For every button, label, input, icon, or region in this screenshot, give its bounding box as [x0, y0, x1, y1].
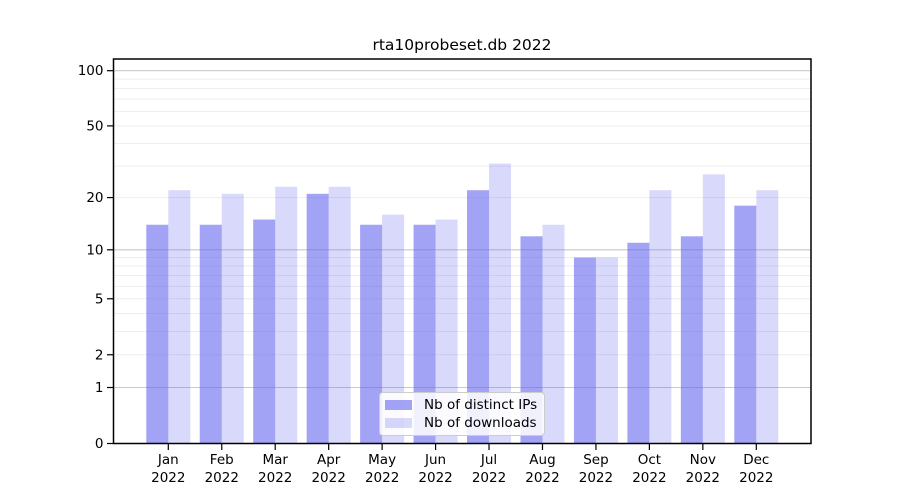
x-tick-label-month-sep: Sep: [583, 452, 608, 468]
x-tick-label-year-aug: 2022: [525, 470, 559, 486]
bar-downloads-aug: [542, 224, 565, 444]
plot-border: [112, 58, 812, 445]
bar-downloads-jun: [435, 219, 458, 444]
x-tick-label-month-apr: Apr: [317, 452, 341, 468]
bar-distinct-ips-sep: [573, 257, 596, 444]
y-tick-label-20: 20: [86, 190, 103, 206]
y-tick-label-100: 100: [78, 63, 104, 79]
chart-title: rta10probeset.db 2022: [372, 36, 552, 54]
x-tick-label-month-aug: Aug: [529, 452, 555, 468]
y-tick-label-10: 10: [86, 242, 103, 258]
x-tick-label-year-apr: 2022: [311, 470, 345, 486]
bar-distinct-ips-jul: [467, 190, 490, 444]
x-tick-label-year-oct: 2022: [632, 470, 666, 486]
bar-distinct-ips-apr: [306, 193, 329, 444]
x-tick-label-year-mar: 2022: [258, 470, 292, 486]
bar-distinct-ips-nov: [680, 236, 703, 444]
bar-downloads-may: [382, 214, 405, 444]
y-tick-label-0: 0: [95, 436, 104, 452]
y-tick-label-50: 50: [86, 118, 103, 134]
bar-downloads-nov: [702, 174, 725, 444]
legend-label-downloads: Nb of downloads: [424, 415, 537, 431]
legend-swatch-downloads: [385, 418, 412, 428]
x-tick-label-year-may: 2022: [365, 470, 399, 486]
bar-downloads-dec: [756, 190, 779, 444]
x-tick-label-month-jun: Jun: [424, 452, 446, 468]
bar-downloads-jan: [168, 190, 191, 444]
legend-item-downloads: Nb of downloads: [385, 415, 538, 431]
bar-downloads-apr: [328, 186, 351, 444]
bar-distinct-ips-may: [360, 224, 383, 444]
bar-downloads-mar: [275, 186, 298, 444]
bar-downloads-jul: [489, 163, 512, 444]
x-tick-label-month-mar: Mar: [262, 452, 288, 468]
x-tick-label-year-jul: 2022: [472, 470, 506, 486]
y-tick-label-1: 1: [95, 380, 104, 396]
y-tick-label-2: 2: [95, 347, 104, 363]
x-tick-label-year-jun: 2022: [418, 470, 452, 486]
legend: Nb of distinct IPs Nb of downloads: [379, 392, 545, 436]
bar-distinct-ips-aug: [520, 236, 543, 444]
legend-swatch-distinct-ips: [385, 400, 412, 410]
bar-distinct-ips-jun: [413, 224, 436, 444]
x-tick-label-year-sep: 2022: [579, 470, 613, 486]
x-tick-label-year-dec: 2022: [739, 470, 773, 486]
x-tick-label-month-may: May: [368, 452, 396, 468]
legend-label-distinct-ips: Nb of distinct IPs: [424, 397, 538, 413]
x-tick-label-year-nov: 2022: [686, 470, 720, 486]
bar-downloads-feb: [221, 193, 244, 444]
x-tick-label-year-jan: 2022: [151, 470, 185, 486]
bar-downloads-oct: [649, 190, 672, 444]
bar-downloads-sep: [595, 257, 618, 444]
bar-distinct-ips-feb: [199, 224, 222, 444]
x-tick-label-month-dec: Dec: [743, 452, 769, 468]
x-tick-label-month-jan: Jan: [157, 452, 179, 468]
bar-distinct-ips-jan: [146, 224, 169, 444]
x-tick-label-year-feb: 2022: [205, 470, 239, 486]
x-tick-label-month-oct: Oct: [638, 452, 661, 468]
y-tick-label-5: 5: [95, 291, 104, 307]
x-tick-label-month-jul: Jul: [480, 452, 497, 468]
x-tick-label-month-nov: Nov: [690, 452, 716, 468]
bar-distinct-ips-dec: [734, 205, 757, 444]
bar-distinct-ips-oct: [627, 242, 650, 444]
legend-item-distinct-ips: Nb of distinct IPs: [385, 397, 538, 413]
bar-distinct-ips-mar: [253, 219, 276, 444]
x-tick-label-month-feb: Feb: [210, 452, 234, 468]
